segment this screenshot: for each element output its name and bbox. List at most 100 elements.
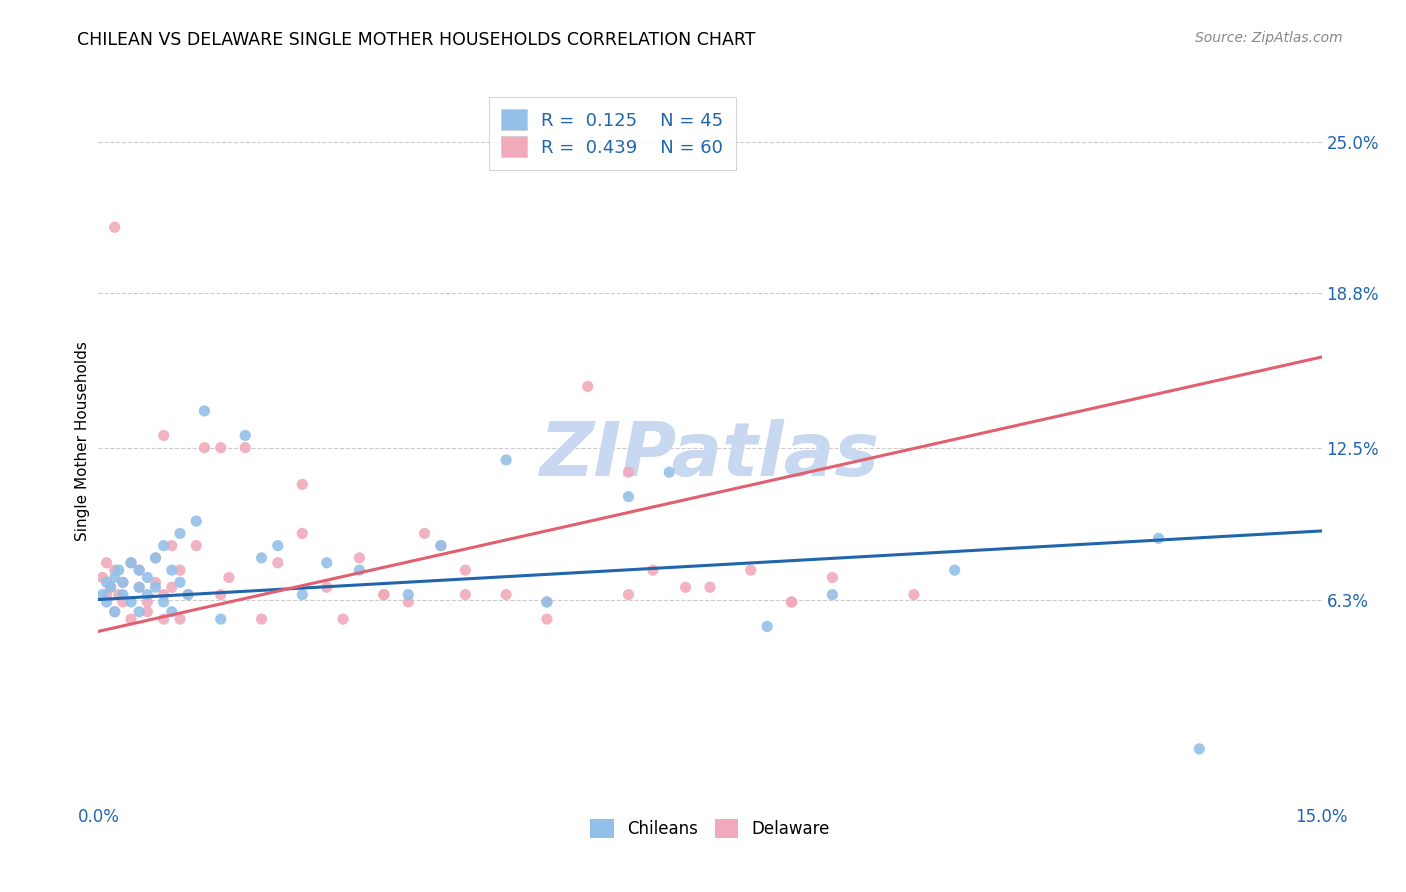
Point (233, 428, 256, 442)
Point (152, 539, 174, 553)
Point (120, 612, 142, 626)
Point (160, 539, 183, 553)
Point (100, 580, 122, 594)
Point (108, 563, 131, 577)
Y-axis label: Single Mother Households: Single Mother Households (75, 342, 90, 541)
Point (315, 556, 337, 570)
Point (160, 580, 183, 594)
Point (821, 588, 844, 602)
Point (104, 563, 127, 577)
Point (111, 595, 134, 609)
Point (152, 612, 174, 626)
Point (96, 588, 118, 602)
Point (495, 588, 517, 602)
Point (128, 563, 150, 577)
Point (111, 575, 134, 590)
Point (740, 563, 762, 577)
Point (903, 588, 925, 602)
Point (152, 428, 174, 442)
Point (128, 580, 150, 594)
Text: ZIPatlas: ZIPatlas (540, 419, 880, 492)
Point (780, 595, 803, 609)
Point (267, 556, 290, 570)
Point (233, 441, 256, 455)
Point (373, 588, 395, 602)
Point (641, 563, 664, 577)
Point (177, 588, 200, 602)
Point (96, 595, 118, 609)
Point (145, 550, 167, 565)
Point (104, 605, 127, 619)
Point (193, 441, 215, 455)
Point (291, 588, 314, 602)
Point (104, 605, 127, 619)
Point (536, 612, 558, 626)
Point (169, 575, 191, 590)
Point (91, 570, 114, 584)
Point (128, 563, 150, 577)
Legend: Chileans, Delaware: Chileans, Delaware (583, 813, 837, 845)
Point (128, 580, 150, 594)
Point (495, 453, 517, 467)
Point (454, 563, 477, 577)
Point (145, 550, 167, 565)
Point (193, 404, 215, 418)
Point (111, 588, 134, 602)
Point (91, 588, 114, 602)
Point (96, 575, 118, 590)
Point (430, 539, 453, 553)
Point (943, 563, 966, 577)
Point (136, 605, 159, 619)
Point (120, 556, 142, 570)
Point (291, 477, 314, 491)
Point (267, 539, 290, 553)
Point (315, 580, 337, 594)
Point (145, 580, 167, 594)
Point (96, 556, 118, 570)
Point (186, 514, 208, 528)
Point (291, 526, 314, 541)
Point (373, 588, 395, 602)
Point (617, 490, 640, 504)
Point (332, 612, 354, 626)
Text: CHILEAN VS DELAWARE SINGLE MOTHER HOUSEHOLDS CORRELATION CHART: CHILEAN VS DELAWARE SINGLE MOTHER HOUSEH… (77, 31, 756, 49)
Point (250, 550, 273, 565)
Point (104, 220, 127, 235)
Point (152, 595, 174, 609)
Point (169, 526, 191, 541)
Point (430, 539, 453, 553)
Point (177, 588, 200, 602)
Point (209, 441, 232, 455)
Point (108, 588, 131, 602)
Point (821, 570, 844, 584)
Point (699, 580, 721, 594)
Point (576, 379, 599, 393)
Point (454, 588, 477, 602)
Point (218, 570, 240, 584)
Point (169, 563, 191, 577)
Point (536, 595, 558, 609)
Point (136, 588, 159, 602)
Point (186, 539, 208, 553)
Point (136, 595, 159, 609)
Point (152, 588, 174, 602)
Point (120, 595, 142, 609)
Point (169, 612, 191, 626)
Point (1188, 742, 1211, 756)
Point (209, 588, 232, 602)
Point (617, 465, 640, 479)
Point (209, 612, 232, 626)
Point (145, 575, 167, 590)
Text: Source: ZipAtlas.com: Source: ZipAtlas.com (1195, 31, 1343, 45)
Point (396, 595, 419, 609)
Point (658, 465, 681, 479)
Point (617, 588, 640, 602)
Point (780, 595, 803, 609)
Point (160, 605, 183, 619)
Point (349, 563, 371, 577)
Point (100, 580, 122, 594)
Point (675, 580, 697, 594)
Point (396, 588, 419, 602)
Point (413, 526, 436, 541)
Point (756, 619, 779, 633)
